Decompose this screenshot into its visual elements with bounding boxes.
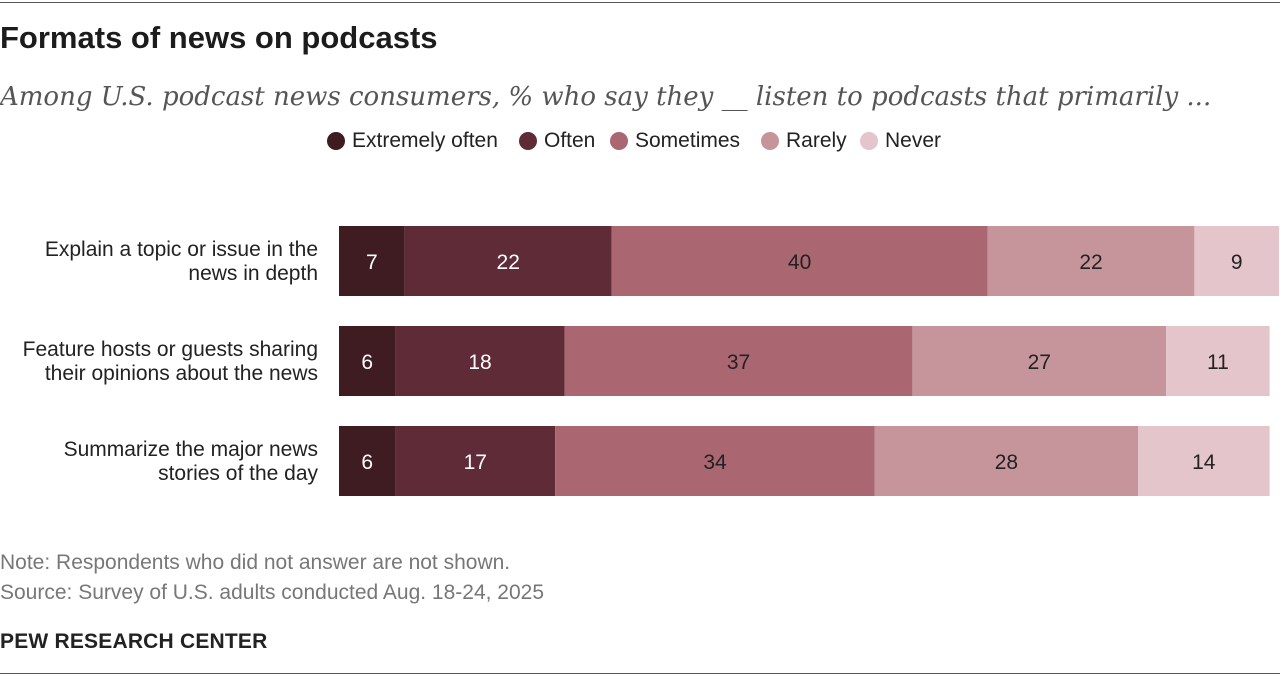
legend-label: Extremely often bbox=[352, 129, 498, 152]
bar-segment bbox=[912, 326, 1167, 396]
category-label: news in depth bbox=[188, 262, 318, 285]
data-label: 40 bbox=[788, 251, 811, 274]
data-label: 18 bbox=[468, 351, 491, 374]
legend-label: Often bbox=[544, 129, 596, 152]
chart-note: Note: Respondents who did not answer are… bbox=[0, 551, 511, 574]
legend-label: Rarely bbox=[786, 129, 847, 152]
bar-segment bbox=[564, 326, 913, 396]
data-label: 11 bbox=[1207, 351, 1229, 374]
legend-swatch bbox=[610, 132, 628, 150]
bar-segment bbox=[987, 226, 1195, 296]
chart-legend: Extremely often Often Sometimes Rarely Never bbox=[0, 127, 1280, 155]
data-label: 22 bbox=[1079, 251, 1102, 274]
chart-source: Source: Survey of U.S. adults conducted … bbox=[0, 581, 545, 604]
bar-segment bbox=[1194, 226, 1279, 296]
data-label: 28 bbox=[995, 451, 1018, 474]
legend-item: Rarely bbox=[761, 127, 847, 155]
legend-swatch bbox=[519, 132, 537, 150]
category-label: Feature hosts or guests sharing bbox=[23, 338, 318, 361]
brand-logo-text: PEW RESEARCH CENTER bbox=[0, 630, 268, 653]
data-label: 34 bbox=[703, 451, 727, 474]
data-label: 17 bbox=[464, 451, 487, 474]
legend-swatch bbox=[860, 132, 878, 150]
category-label: their opinions about the news bbox=[45, 362, 318, 385]
data-label: 6 bbox=[361, 451, 373, 474]
data-label: 6 bbox=[361, 351, 373, 374]
bar-segment bbox=[339, 326, 396, 396]
chart-title: Formats of news on podcasts bbox=[0, 20, 438, 55]
bar-segment bbox=[611, 226, 988, 296]
chart-subtitle: Among U.S. podcast news consumers, % who… bbox=[0, 82, 1212, 112]
bar-segment bbox=[1166, 326, 1270, 396]
legend-swatch bbox=[327, 132, 345, 150]
data-label: 22 bbox=[497, 251, 520, 274]
bar-segment bbox=[395, 426, 556, 496]
legend-item: Never bbox=[860, 127, 941, 155]
legend-label: Never bbox=[885, 129, 942, 152]
data-label: 14 bbox=[1192, 451, 1216, 474]
category-label: Explain a topic or issue in the bbox=[45, 238, 318, 261]
bar-segment bbox=[395, 326, 565, 396]
legend-item: Sometimes bbox=[610, 127, 740, 155]
legend-item: Often bbox=[519, 127, 595, 155]
bottom-rule bbox=[0, 673, 1280, 674]
top-rule bbox=[0, 2, 1280, 3]
bar-segment bbox=[874, 426, 1138, 496]
legend-label: Sometimes bbox=[635, 129, 741, 152]
data-label: 27 bbox=[1028, 351, 1051, 374]
data-label: 9 bbox=[1231, 251, 1243, 274]
legend-swatch bbox=[761, 132, 779, 150]
data-label: 37 bbox=[727, 351, 750, 374]
category-label: Summarize the major news bbox=[64, 438, 318, 461]
bar-segment bbox=[1138, 426, 1270, 496]
category-label: stories of the day bbox=[158, 462, 318, 485]
bar-segment bbox=[339, 426, 396, 496]
bar-segment bbox=[404, 226, 612, 296]
bar-segment bbox=[339, 226, 405, 296]
legend-item: Extremely often bbox=[327, 127, 498, 155]
data-label: 7 bbox=[366, 251, 378, 274]
bar-segment bbox=[555, 426, 875, 496]
